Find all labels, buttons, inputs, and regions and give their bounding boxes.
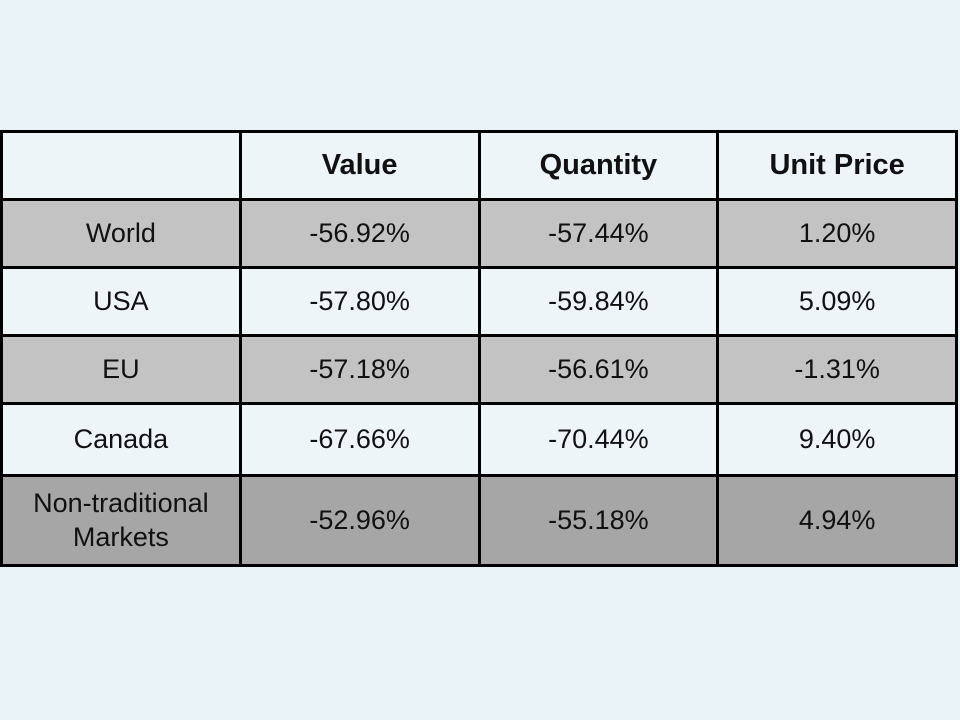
canada-quantity-cell: -70.44% xyxy=(477,402,720,477)
table-row-eu: EU -57.18% -56.61% -1.31% xyxy=(0,334,958,405)
non-traditional-value-cell: -52.96% xyxy=(238,474,481,567)
row-label-canada: Canada xyxy=(0,402,242,477)
eu-quantity-cell: -56.61% xyxy=(477,334,720,405)
column-header-value: Value xyxy=(238,130,481,201)
non-traditional-unit-price-cell: 4.94% xyxy=(716,474,958,567)
table-row-world: World -56.92% -57.44% 1.20% xyxy=(0,198,958,269)
eu-value-cell: -57.18% xyxy=(238,334,481,405)
canada-value-cell: -67.66% xyxy=(238,402,481,477)
header-row: Value Quantity Unit Price xyxy=(0,130,958,201)
corner-cell xyxy=(0,130,242,201)
table-row-non-traditional-markets: Non-traditional Markets -52.96% -55.18% … xyxy=(0,474,958,567)
usa-value-cell: -57.80% xyxy=(238,266,481,337)
row-label-non-traditional-markets: Non-traditional Markets xyxy=(0,474,242,567)
row-label-usa: USA xyxy=(0,266,242,337)
canada-unit-price-cell: 9.40% xyxy=(716,402,958,477)
world-quantity-cell: -57.44% xyxy=(477,198,720,269)
eu-unit-price-cell: -1.31% xyxy=(716,334,958,405)
world-value-cell: -56.92% xyxy=(238,198,481,269)
column-header-quantity: Quantity xyxy=(477,130,720,201)
column-header-unit-price: Unit Price xyxy=(716,130,958,201)
world-unit-price-cell: 1.20% xyxy=(716,198,958,269)
table-row-canada: Canada -67.66% -70.44% 9.40% xyxy=(0,402,958,477)
non-traditional-quantity-cell: -55.18% xyxy=(477,474,720,567)
row-label-world: World xyxy=(0,198,242,269)
usa-quantity-cell: -59.84% xyxy=(477,266,720,337)
table-row-usa: USA -57.80% -59.84% 5.09% xyxy=(0,266,958,337)
trade-change-table: Value Quantity Unit Price World -56.92% … xyxy=(0,130,958,567)
usa-unit-price-cell: 5.09% xyxy=(716,266,958,337)
row-label-eu: EU xyxy=(0,334,242,405)
